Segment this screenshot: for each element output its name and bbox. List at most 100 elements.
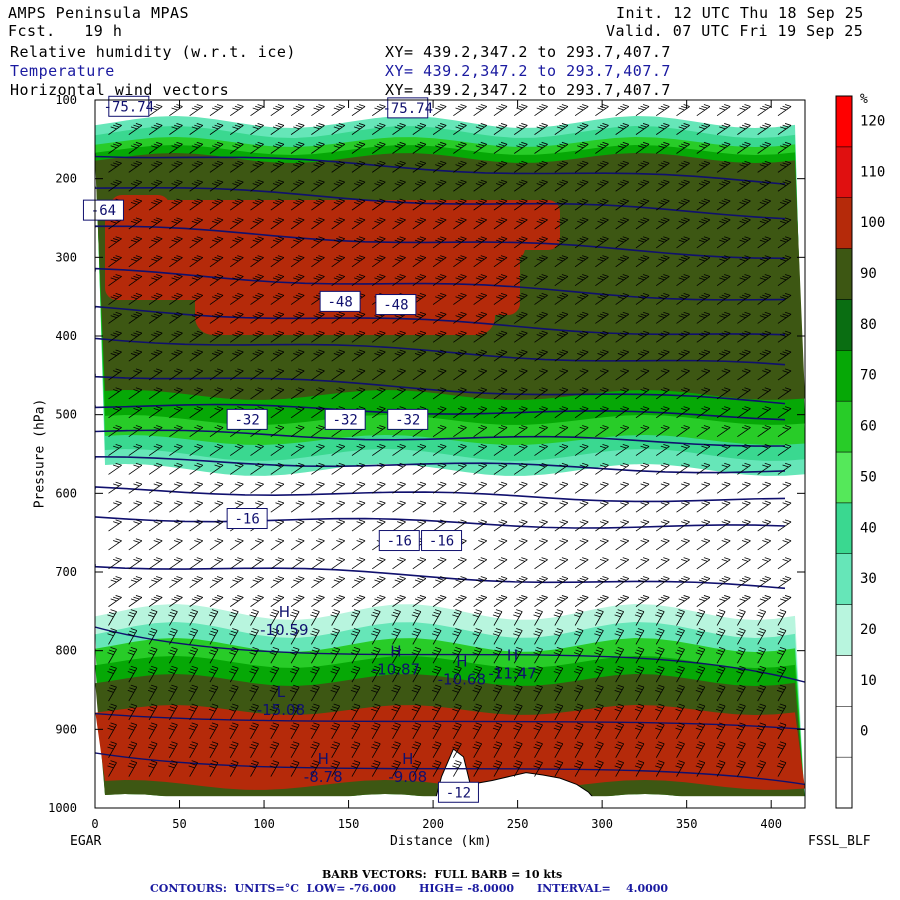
- wind-barb: [230, 311, 244, 324]
- wind-barb-staff: [270, 408, 285, 419]
- wind-barb-staff: [189, 106, 204, 117]
- wind-barb-flag: [237, 179, 244, 183]
- wind-barb-flag: [295, 294, 302, 298]
- wind-barb-flag: [257, 349, 264, 353]
- wind-barb: [290, 481, 305, 494]
- wind-barb-flag: [237, 444, 244, 447]
- wind-barb: [128, 557, 143, 570]
- wind-barb-flag: [214, 105, 221, 109]
- wind-barb-staff: [169, 724, 178, 739]
- wind-barb-flag: [113, 540, 120, 543]
- wind-barb-staff: [169, 483, 183, 494]
- isotherm-line: [95, 186, 786, 220]
- wind-barb-flag: [115, 538, 122, 542]
- wind-barb-staff: [209, 162, 224, 173]
- wind-barb-flag: [156, 236, 163, 240]
- wind-barb: [108, 538, 122, 551]
- wind-barb-staff: [108, 502, 122, 513]
- wind-barb-flag: [194, 370, 201, 373]
- wind-barb-staff: [270, 597, 285, 607]
- isotherm-line: [95, 455, 786, 474]
- wind-barb: [209, 387, 224, 400]
- wind-barb-flag: [176, 519, 183, 523]
- wind-barb-flag: [156, 368, 163, 372]
- wind-barb-flag: [188, 708, 195, 712]
- wind-barb-flag: [214, 238, 221, 241]
- wind-barb: [128, 236, 143, 249]
- wind-barb-flag: [234, 483, 242, 487]
- wind-barb: [169, 141, 183, 154]
- wind-barb-flag: [171, 609, 178, 613]
- wind-barb: [290, 104, 305, 117]
- wind-barb-staff: [108, 611, 117, 626]
- isotherm-line: [95, 225, 786, 260]
- wind-barb-flag: [156, 123, 163, 126]
- wind-barb-staff: [128, 464, 143, 475]
- wind-barb-flag: [156, 292, 163, 296]
- wind-barb-flag: [135, 160, 143, 164]
- wind-barb-flag: [153, 219, 160, 222]
- wind-barb: [230, 387, 244, 400]
- wind-barb-staff: [128, 540, 143, 551]
- wind-barb-flag: [196, 179, 203, 183]
- wind-barb-flag: [255, 143, 262, 147]
- wind-barb-flag: [168, 614, 175, 618]
- wind-barb-flag: [293, 353, 300, 356]
- wind-barb: [208, 760, 219, 777]
- wind-barb: [148, 368, 163, 381]
- wind-barb-flag: [252, 665, 259, 669]
- wind-barb-flag: [272, 760, 279, 764]
- wind-barb: [128, 330, 143, 343]
- wind-barb-flag: [173, 351, 181, 355]
- wind-barb-flag: [252, 258, 259, 262]
- wind-barb-staff: [148, 332, 163, 343]
- wind-barb-staff: [128, 521, 143, 532]
- wind-barb-flag: [110, 722, 117, 726]
- wind-barb-flag: [113, 407, 120, 411]
- wind-barb-flag: [153, 483, 160, 487]
- wind-barb-staff: [169, 125, 183, 135]
- wind-barb-flag: [252, 647, 259, 650]
- wind-barb-staff: [270, 276, 285, 286]
- wind-barb-flag: [252, 296, 259, 300]
- wind-barb: [270, 462, 285, 475]
- wind-barb-flag: [135, 198, 143, 202]
- wind-barb-flag: [176, 179, 183, 183]
- wind-barb-flag: [272, 258, 280, 262]
- wind-barb-flag: [237, 123, 244, 126]
- wind-barb: [269, 628, 280, 645]
- wind-barb-flag: [252, 183, 259, 186]
- wind-barb: [250, 274, 264, 286]
- wind-barb-flag: [107, 746, 114, 750]
- wind-barb-flag: [293, 202, 300, 205]
- wind-barb-staff: [148, 597, 163, 607]
- wind-barb-flag: [271, 649, 278, 653]
- wind-barb-flag: [173, 181, 181, 185]
- wind-barb-staff: [169, 219, 183, 230]
- wind-barb: [269, 760, 280, 777]
- wind-barb-staff: [128, 483, 143, 494]
- wind-barb-flag: [293, 239, 300, 243]
- wind-barb-flag: [110, 684, 117, 688]
- wind-barb: [189, 444, 204, 456]
- wind-barb-flag: [133, 389, 140, 392]
- wind-barb-flag: [277, 255, 285, 258]
- wind-barb: [230, 595, 244, 607]
- wind-barb-staff: [148, 724, 158, 739]
- wind-barb: [107, 647, 117, 664]
- wind-barb-flag: [212, 183, 219, 186]
- wind-barb-flag: [277, 123, 285, 126]
- wind-barb-flag: [212, 145, 219, 149]
- wind-barb-flag: [129, 725, 136, 728]
- wind-barb-staff: [108, 521, 122, 532]
- wind-barb-flag: [194, 464, 201, 468]
- wind-barb-flag: [149, 725, 156, 728]
- wind-barb: [148, 444, 163, 456]
- wind-barb-flag: [237, 141, 244, 145]
- wind-barb-flag: [107, 614, 114, 618]
- wind-barb-flag: [156, 179, 163, 183]
- wind-barb: [250, 179, 264, 192]
- wind-barb-flag: [298, 311, 305, 315]
- wind-barb-flag: [110, 665, 117, 669]
- wind-barb-staff: [250, 257, 264, 268]
